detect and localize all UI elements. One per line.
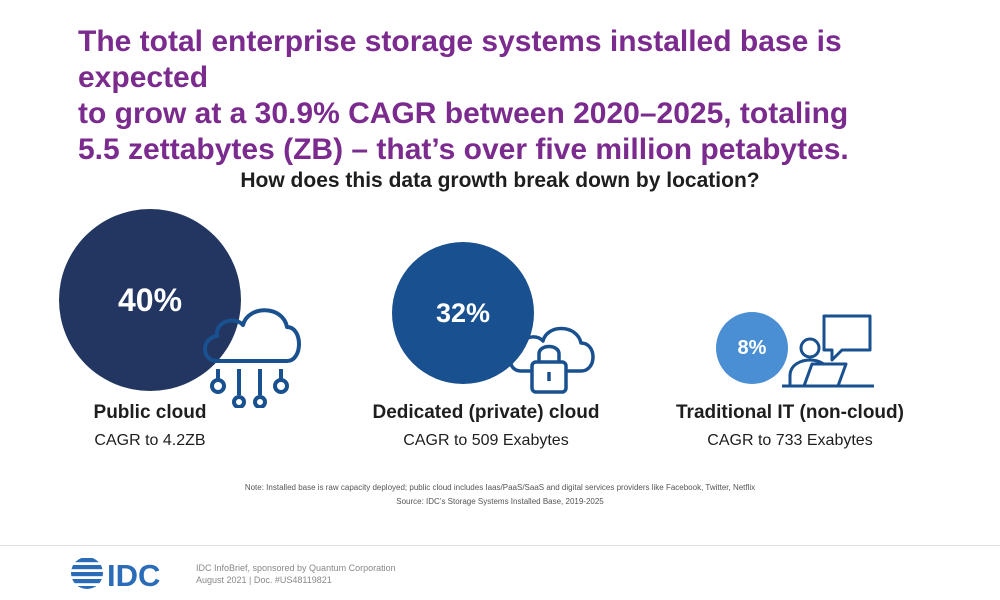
chart-question: How does this data growth break down by … xyxy=(240,169,760,192)
headline-line: 5.5 zettabytes (ZB) – that’s over five m… xyxy=(78,133,849,166)
source-text: Source: IDC’s Storage Systems Installed … xyxy=(396,497,604,506)
value-label-private-cloud: 32% xyxy=(435,297,491,328)
headline-line: to grow at a 30.9% CAGR between 2020–202… xyxy=(78,97,849,130)
note-text: Note: Installed base is raw capacity dep… xyxy=(244,483,756,492)
headline-line: The total enterprise storage systems ins… xyxy=(78,25,842,94)
value-label-public-cloud: 40% xyxy=(117,281,183,318)
description-traditional-it: CAGR to 733 Exabytes xyxy=(707,432,873,449)
bubble-private-cloud: 32% xyxy=(392,242,534,384)
category-label-private-cloud: Dedicated (private) cloud xyxy=(372,402,600,423)
bubble-public-cloud: 40% xyxy=(59,209,241,391)
idc-logo: IDC xyxy=(71,558,160,593)
description-private-cloud: CAGR to 509 Exabytes xyxy=(403,432,569,449)
cloud-lock-icon xyxy=(508,326,595,394)
person-laptop-chat-icon xyxy=(782,314,874,388)
footer-text: IDC InfoBrief, sponsored by Quantum Corp… xyxy=(196,562,396,586)
category-label-traditional-it: Traditional IT (non-cloud) xyxy=(676,402,904,423)
description-public-cloud: CAGR to 4.2ZB xyxy=(94,432,206,449)
footer-line-2: August 2021 | Doc. #US48119821 xyxy=(196,575,332,585)
logo-text: IDC xyxy=(107,558,160,593)
value-label-traditional-it: 8% xyxy=(737,336,767,359)
footer-line-1: IDC InfoBrief, sponsored by Quantum Corp… xyxy=(196,563,396,573)
cloud-network-icon xyxy=(203,308,301,408)
category-label-public-cloud: Public cloud xyxy=(93,402,207,423)
footer-divider xyxy=(0,545,1000,546)
bubble-traditional-it: 8% xyxy=(716,312,788,384)
headline: The total enterprise storage systems ins… xyxy=(78,24,978,168)
